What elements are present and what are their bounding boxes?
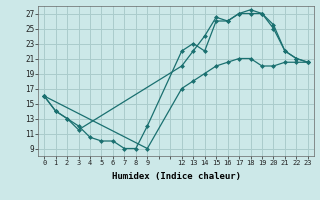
X-axis label: Humidex (Indice chaleur): Humidex (Indice chaleur) (111, 172, 241, 181)
